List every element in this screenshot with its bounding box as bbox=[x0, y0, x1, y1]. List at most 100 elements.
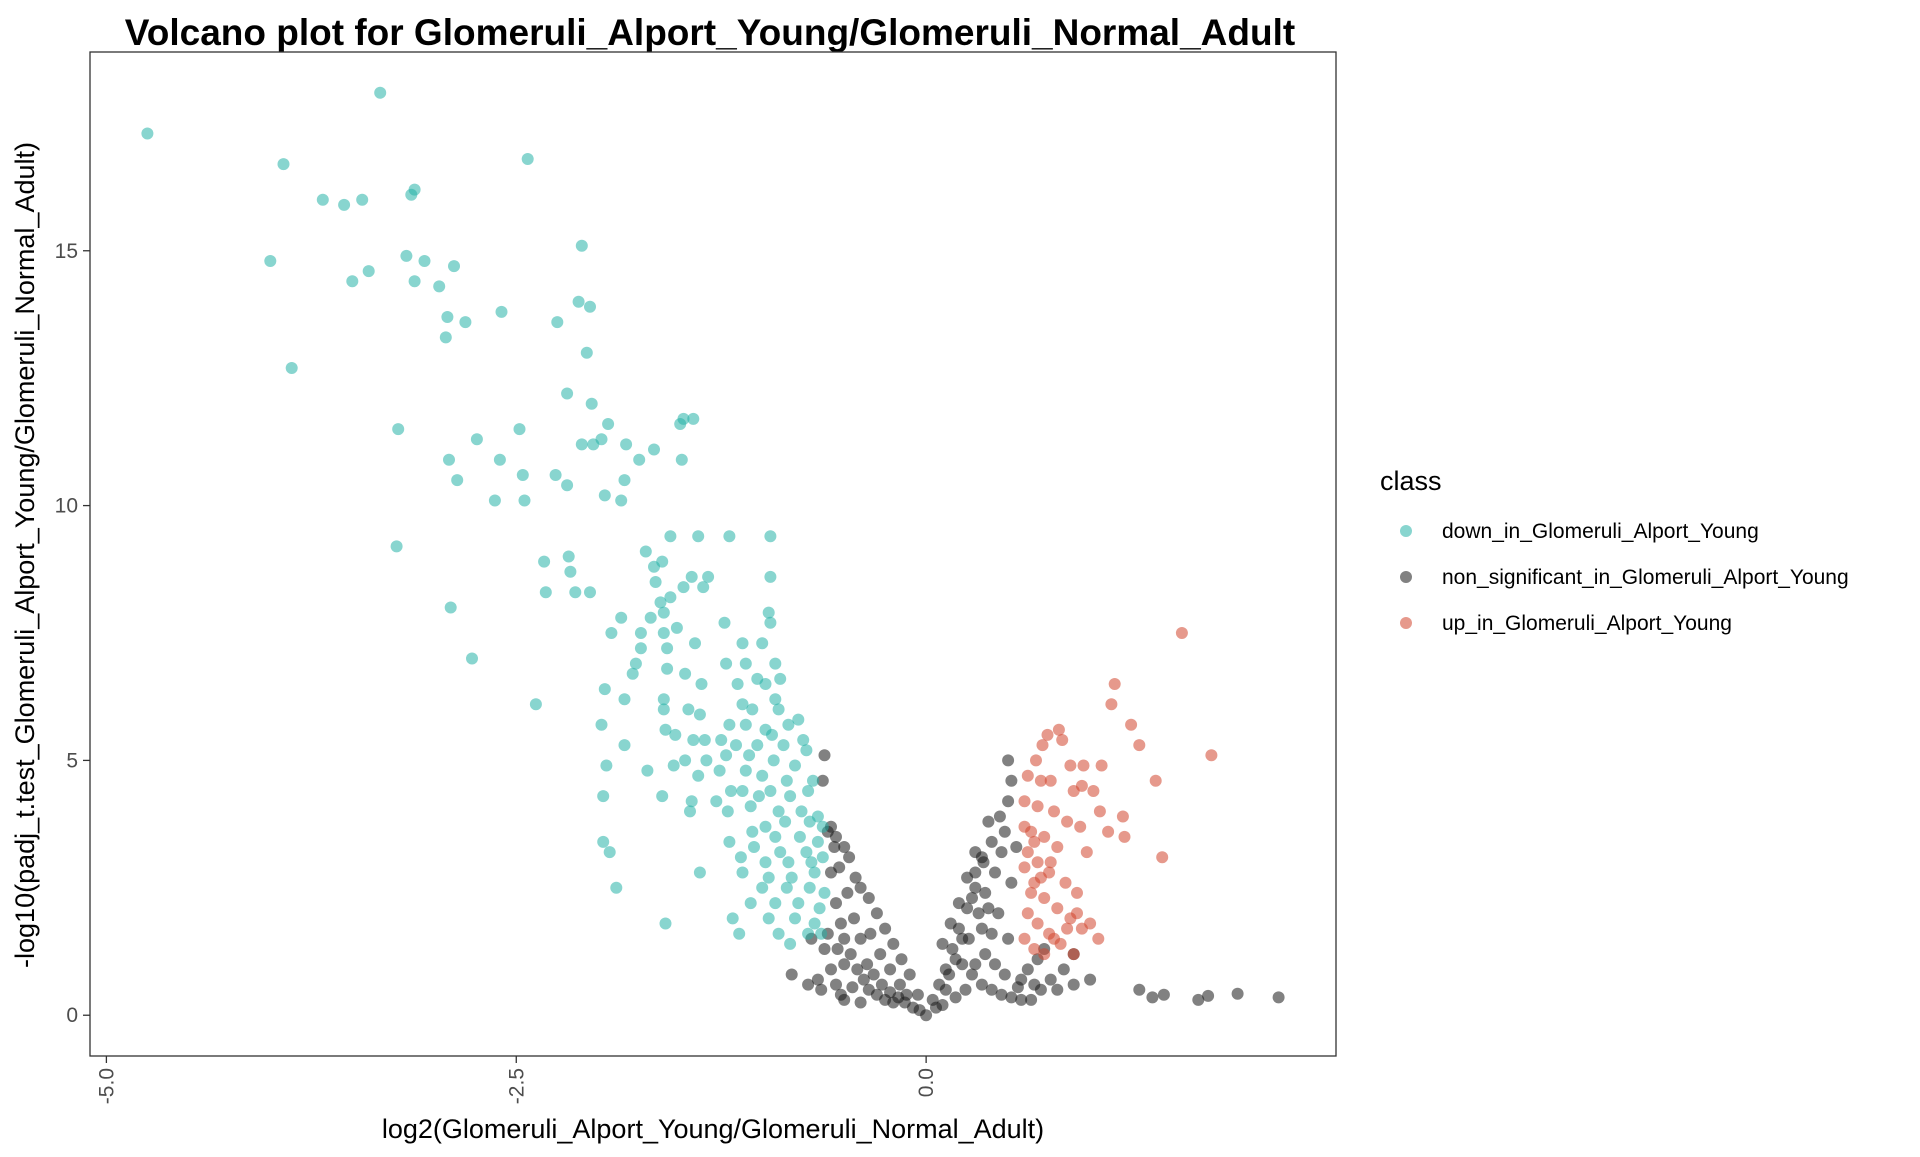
data-point bbox=[993, 810, 1006, 823]
data-point bbox=[774, 672, 787, 685]
data-point bbox=[854, 881, 867, 894]
data-point bbox=[626, 667, 639, 680]
data-point bbox=[772, 703, 785, 716]
data-point bbox=[1018, 861, 1031, 874]
data-point bbox=[992, 907, 1005, 920]
data-point bbox=[1125, 718, 1138, 731]
data-point bbox=[946, 943, 959, 955]
data-point bbox=[633, 453, 646, 466]
data-point bbox=[851, 963, 864, 976]
data-point bbox=[618, 474, 631, 487]
data-point bbox=[861, 958, 874, 971]
data-point bbox=[661, 662, 674, 675]
data-point bbox=[979, 948, 992, 961]
data-point bbox=[985, 983, 998, 996]
legend-key bbox=[1400, 571, 1412, 583]
data-point bbox=[726, 912, 739, 925]
data-point bbox=[969, 866, 982, 879]
data-point bbox=[1133, 983, 1146, 996]
data-point bbox=[1077, 759, 1090, 772]
data-point bbox=[782, 856, 795, 869]
data-point bbox=[687, 734, 700, 746]
data-point bbox=[802, 978, 815, 991]
data-point bbox=[808, 917, 821, 930]
data-point bbox=[884, 963, 897, 976]
data-points bbox=[141, 86, 1285, 1022]
data-point bbox=[618, 693, 631, 706]
data-point bbox=[405, 188, 418, 201]
data-point bbox=[736, 637, 749, 650]
data-point bbox=[895, 953, 908, 966]
data-point bbox=[721, 805, 734, 818]
data-point bbox=[1021, 907, 1034, 920]
data-point bbox=[930, 1001, 942, 1014]
data-point bbox=[1116, 810, 1129, 823]
x-axis-title: log2(Glomeruli_Alport_Young/Glomeruli_No… bbox=[382, 1114, 1044, 1144]
data-point bbox=[1021, 846, 1034, 859]
data-point bbox=[615, 611, 628, 624]
data-point bbox=[597, 835, 610, 848]
data-point bbox=[513, 423, 526, 436]
data-point bbox=[943, 968, 956, 981]
data-point bbox=[1133, 739, 1146, 752]
data-point bbox=[1205, 749, 1218, 762]
data-point bbox=[518, 494, 531, 507]
data-point bbox=[731, 678, 744, 690]
data-point bbox=[692, 769, 705, 782]
data-point bbox=[759, 678, 772, 690]
data-point bbox=[1030, 754, 1042, 767]
data-point bbox=[1067, 948, 1080, 961]
data-point bbox=[444, 601, 457, 614]
data-point bbox=[785, 871, 798, 884]
legend-label: non_significant_in_Glomeruli_Alport_Youn… bbox=[1442, 566, 1849, 589]
data-point bbox=[995, 846, 1008, 859]
data-point bbox=[1087, 785, 1100, 797]
data-point bbox=[569, 586, 582, 599]
data-point bbox=[1105, 698, 1118, 711]
data-point bbox=[815, 983, 828, 996]
data-point bbox=[949, 953, 962, 966]
data-point bbox=[641, 764, 654, 777]
data-point bbox=[1028, 943, 1041, 955]
data-point bbox=[1102, 825, 1115, 838]
data-point bbox=[803, 815, 816, 828]
data-point bbox=[989, 866, 1001, 879]
data-point bbox=[862, 892, 875, 904]
data-point bbox=[1146, 991, 1159, 1004]
data-point bbox=[893, 978, 906, 991]
data-point bbox=[659, 917, 672, 930]
legend-label: down_in_Glomeruli_Alport_Young bbox=[1442, 520, 1759, 543]
data-point bbox=[802, 785, 815, 797]
data-point bbox=[1002, 932, 1015, 945]
data-point bbox=[854, 932, 867, 945]
data-point bbox=[615, 494, 628, 507]
data-point bbox=[679, 667, 692, 680]
data-point bbox=[903, 968, 916, 981]
data-point bbox=[1025, 993, 1038, 1006]
data-point bbox=[1021, 963, 1034, 976]
data-point bbox=[1108, 678, 1121, 690]
data-point bbox=[1084, 973, 1097, 986]
data-point bbox=[843, 851, 856, 864]
data-point bbox=[952, 897, 965, 910]
data-point bbox=[769, 897, 782, 910]
data-point bbox=[831, 943, 844, 955]
data-point bbox=[682, 703, 695, 716]
data-point bbox=[521, 153, 534, 165]
y-tick-label: 0 bbox=[66, 1004, 78, 1027]
data-point bbox=[1056, 734, 1069, 746]
data-point bbox=[875, 978, 888, 991]
data-point bbox=[700, 754, 713, 767]
data-point bbox=[756, 769, 769, 782]
data-point bbox=[1036, 739, 1049, 752]
data-point bbox=[733, 927, 746, 940]
data-point bbox=[1005, 876, 1018, 889]
data-point bbox=[693, 708, 706, 721]
data-point bbox=[811, 835, 824, 848]
data-point bbox=[939, 983, 952, 996]
data-point bbox=[656, 555, 669, 568]
data-point bbox=[605, 627, 618, 639]
data-point bbox=[264, 255, 277, 267]
legend-key bbox=[1400, 525, 1412, 537]
data-point bbox=[443, 453, 455, 466]
